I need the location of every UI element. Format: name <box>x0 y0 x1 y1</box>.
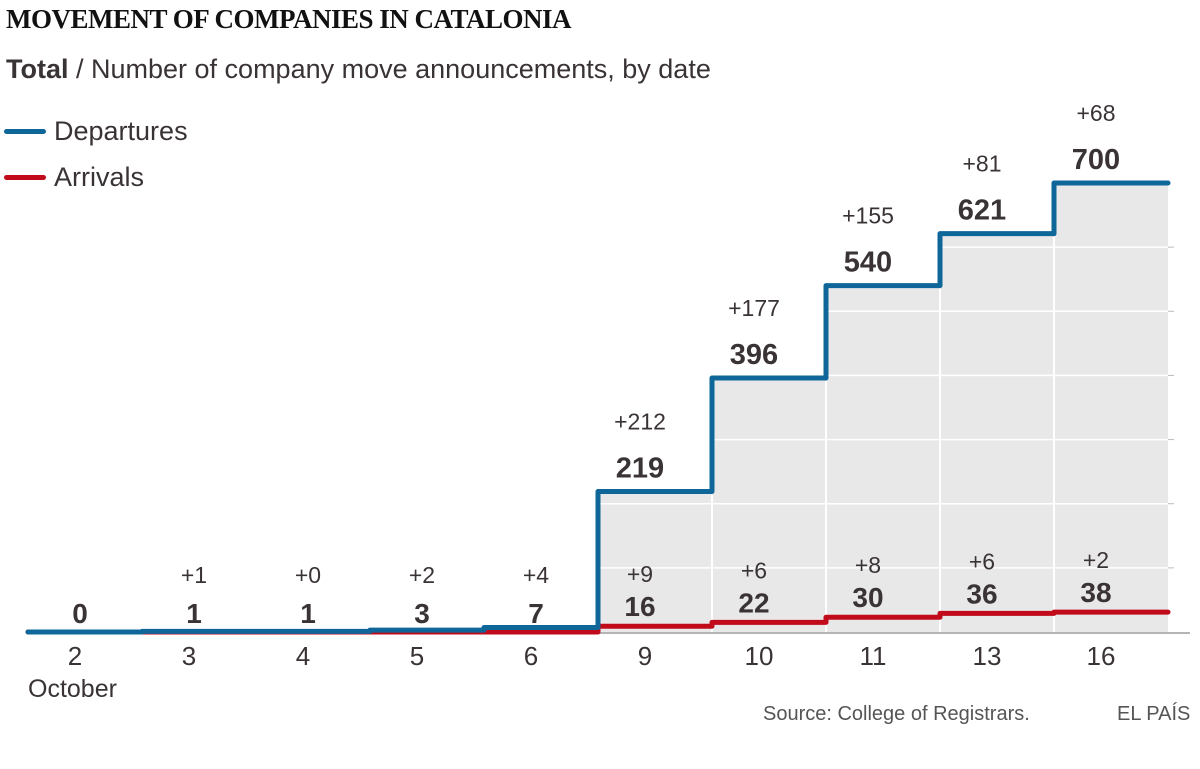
data-label-departures: 700 <box>1072 144 1120 176</box>
x-tick-label: 6 <box>524 641 538 671</box>
data-label-departures: 7 <box>528 598 544 629</box>
legend-departures: Departures <box>4 116 188 147</box>
legend-swatch-departures <box>4 129 46 134</box>
legend-label-arrivals: Arrivals <box>54 162 145 192</box>
data-label-departures: 3 <box>414 598 430 629</box>
x-tick-label: 5 <box>410 641 424 671</box>
increment-label-arrivals: +6 <box>969 548 995 574</box>
data-label-departures: 219 <box>616 453 664 485</box>
legend-arrivals: Arrivals <box>4 162 144 193</box>
increment-label-departures: +4 <box>523 562 549 588</box>
x-axis-month-label: October <box>28 675 117 703</box>
source-note: Source: College of Registrars. <box>763 703 1030 725</box>
x-tick-label: 13 <box>973 641 1002 671</box>
data-label-arrivals: 36 <box>966 578 997 609</box>
data-label-arrivals: 16 <box>624 591 655 622</box>
data-label-departures: 396 <box>730 339 778 371</box>
increment-label-departures: +2 <box>409 562 435 588</box>
data-label-departures: 1 <box>300 598 316 629</box>
legend-label-departures: Departures <box>54 116 188 146</box>
increment-label-arrivals: +2 <box>1083 547 1109 573</box>
subtitle-bold: Total <box>6 54 69 84</box>
increment-label-departures: +81 <box>962 151 1001 177</box>
increment-label-arrivals: +6 <box>741 557 767 583</box>
data-label-departures: 1 <box>186 598 202 629</box>
x-tick-label: 3 <box>182 641 196 671</box>
increment-label-departures: +212 <box>614 409 666 435</box>
data-label-arrivals: 30 <box>852 582 883 613</box>
increment-label-departures: +0 <box>295 562 321 588</box>
chart-title: MOVEMENT OF COMPANIES IN CATALONIA <box>6 4 572 34</box>
legend-swatch-arrivals <box>4 175 46 180</box>
chart-subtitle: Total / Number of company move announcem… <box>6 54 711 85</box>
increment-label-departures: +68 <box>1076 100 1115 126</box>
x-tick-label: 16 <box>1087 641 1116 671</box>
data-label-departures: 540 <box>844 247 892 279</box>
subtitle-rest: / Number of company move announcements, … <box>68 54 711 84</box>
x-tick-label: 4 <box>296 641 310 671</box>
x-tick-label: 2 <box>68 641 82 671</box>
departures-line <box>25 180 1171 635</box>
increment-label-departures: +155 <box>842 203 894 229</box>
data-label-departures: 621 <box>958 195 1006 227</box>
x-tick-label: 10 <box>745 641 774 671</box>
data-label-departures: 0 <box>72 598 88 629</box>
area-fill <box>598 183 1168 632</box>
increment-label-arrivals: +8 <box>855 552 881 578</box>
x-tick-label: 9 <box>638 641 652 671</box>
brand-logo: EL PAÍS <box>1117 703 1191 725</box>
increment-label-departures: +1 <box>181 562 207 588</box>
increment-label-arrivals: +9 <box>627 561 653 587</box>
increment-label-departures: +177 <box>728 295 780 321</box>
data-label-arrivals: 22 <box>738 587 769 618</box>
data-label-arrivals: 38 <box>1080 577 1111 608</box>
x-tick-label: 11 <box>860 641 887 671</box>
